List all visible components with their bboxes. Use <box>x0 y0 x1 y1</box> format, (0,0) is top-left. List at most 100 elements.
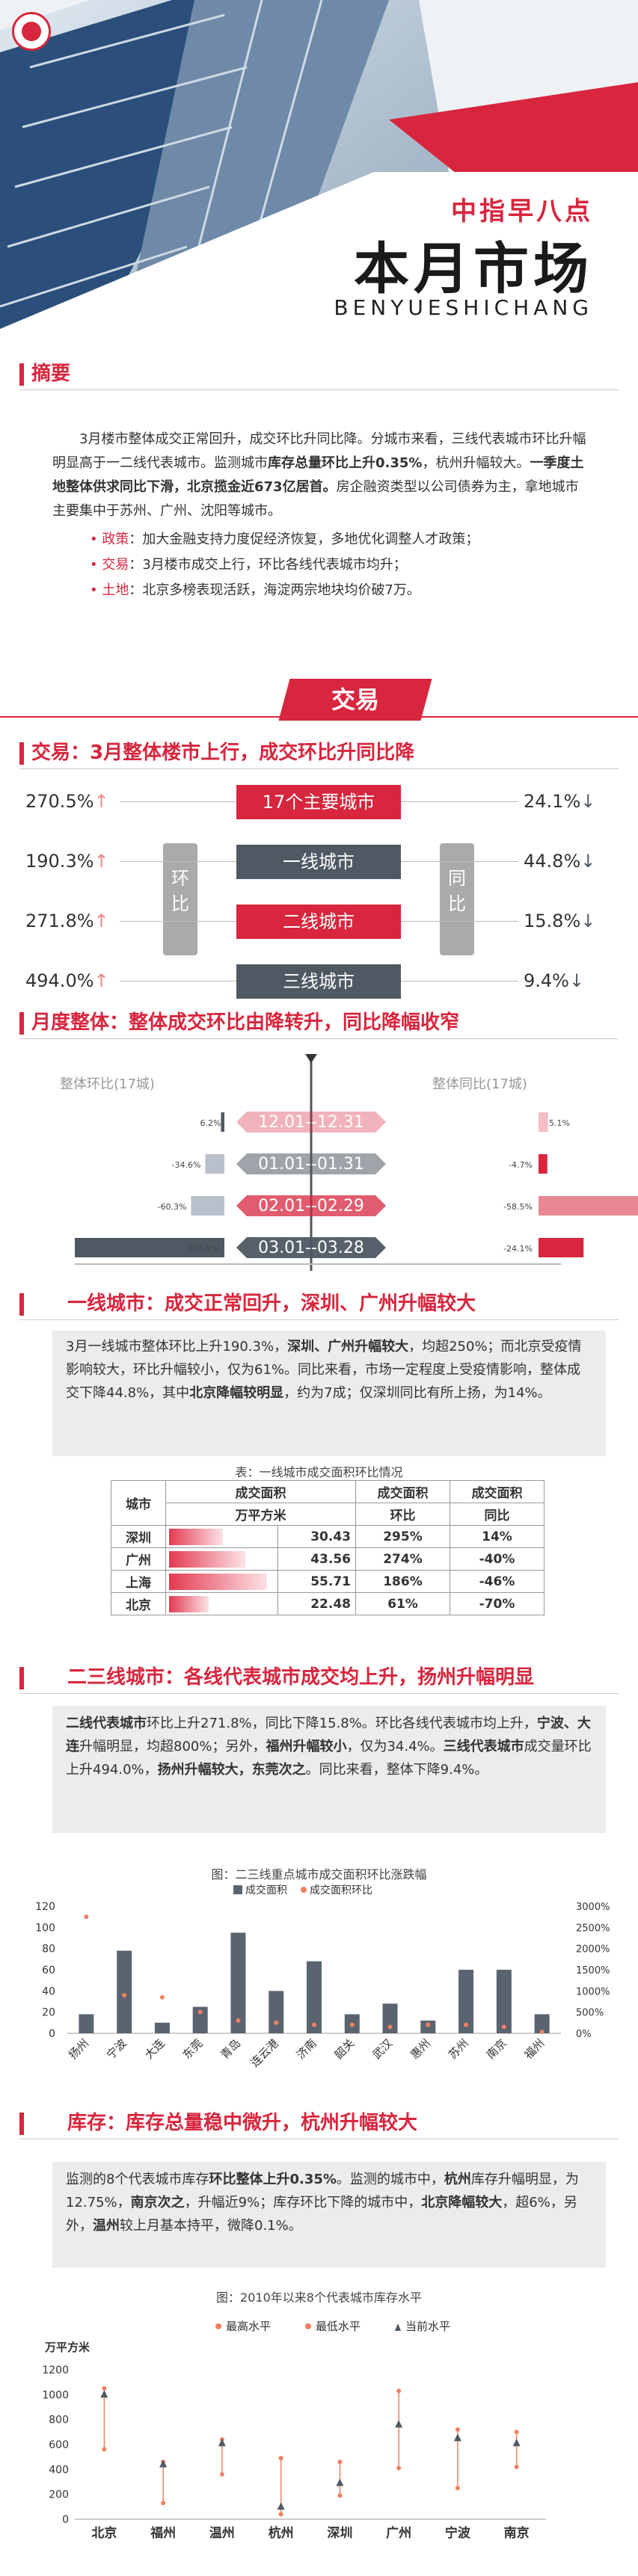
bar-12 <box>534 2014 550 2033</box>
max-point-4 <box>337 2459 343 2465</box>
cell-hb: 186% <box>355 1570 450 1593</box>
up-arrow-icon: ↑ <box>93 970 109 991</box>
up-arrow-icon: ↑ <box>93 851 109 872</box>
x-tick-7: 南京 <box>504 2525 530 2541</box>
cell-city: 北京 <box>110 1592 167 1615</box>
monthly-right-title: 整体同比(17城) <box>432 1076 527 1092</box>
tb-label: 5.1% <box>549 1118 570 1128</box>
x-tick-6: 宁波 <box>445 2525 471 2541</box>
trade-row-right: 44.8%↓ <box>524 851 596 872</box>
y-tick: 200 <box>49 2489 69 2501</box>
trade-header: 交易：3月整体楼市上行，成交环比升同比降 <box>0 736 638 769</box>
bar-1 <box>117 1950 132 2033</box>
trade-row: 270.5%↑ 17个主要城市 24.1%↓ <box>0 785 638 819</box>
inventory-title: 库存：库存总量稳中微升，杭州升幅较大 <box>67 2112 418 2134</box>
bar-6 <box>307 1961 322 2033</box>
y-right-tick: 3000% <box>576 1902 610 1913</box>
trade-row-left: 494.0%↑ <box>25 970 109 991</box>
hero-building-graphic <box>0 0 638 351</box>
x-tick-3: 东莞 <box>180 2036 206 2062</box>
tier23-bar-chart: 成交面积 成交面积环比 0 20 40 60 80 100 120 0% 500% 1000% 1500… <box>35 1884 610 2070</box>
trade-row-label: 一线城市 <box>236 845 401 879</box>
x-tick-5: 连云港 <box>248 2036 282 2070</box>
max-point-7 <box>514 2429 519 2435</box>
trade-row: 494.0%↑ 三线城市 9.4%↓ <box>0 964 638 999</box>
area-bar <box>169 1528 223 1545</box>
monthly-header: 月度整体：整体成交环比由降转升，同比降幅收窄 <box>0 1006 638 1039</box>
y-tick: 400 <box>49 2464 69 2476</box>
trade-banner-label: 交易 <box>331 685 379 714</box>
min-point-6 <box>455 2486 460 2491</box>
period-label: 02.01--02.29 <box>258 1197 364 1215</box>
y-right-tick: 2500% <box>576 1923 610 1934</box>
cur-point-4 <box>336 2478 344 2486</box>
tb-bar <box>539 1196 638 1215</box>
logo-seal <box>12 12 51 51</box>
th-area: 成交面积 <box>165 1480 356 1503</box>
baseline <box>75 1263 561 1265</box>
min-point-4 <box>337 2493 343 2498</box>
th-tb2: 同比 <box>449 1503 545 1526</box>
area-bar <box>169 1573 267 1590</box>
cell-tb: -40% <box>449 1547 545 1571</box>
period-label: 12.01--12.31 <box>258 1113 364 1132</box>
trade-row-right: 24.1%↓ <box>524 791 596 812</box>
cell-area-bar <box>165 1592 279 1615</box>
x-tick-5: 广州 <box>386 2525 411 2541</box>
y-right-tick: 1500% <box>576 1965 610 1976</box>
cell-area-bar <box>165 1570 279 1593</box>
cell-area: 55.71 <box>277 1570 356 1593</box>
x-tick-6: 济南 <box>294 2036 319 2062</box>
trade-compare-panel: 环比 同比 270.5%↑ 17个主要城市 24.1%↓ 190.3%↑ 一线城… <box>0 777 638 999</box>
legend-max-label: 最高水平 <box>226 2320 271 2333</box>
summary-bullet-policy: • 政策：加大金融支持力度促经济恢复，多地优化调整人才政策； <box>90 531 479 547</box>
table-row: 北京 22.48 61% -70% <box>110 1592 545 1615</box>
inventory-header: 库存：库存总量稳中微升，杭州升幅较大 <box>0 2107 638 2139</box>
hero-banner: 中指早八点 本月市场 BENYUESHICHANG <box>0 0 638 351</box>
cur-point-1 <box>159 2459 168 2468</box>
trade-row-right: 9.4%↓ <box>524 970 585 991</box>
monthly-diverging-chart: 6.2% 5.1% 12.01--12.31 -34.6% -4.7% 01.01--01… <box>75 1054 638 1271</box>
period-label: 01.01--01.31 <box>258 1155 364 1174</box>
hb-bar <box>75 1238 224 1257</box>
cur-point-5 <box>395 2420 403 2428</box>
cell-city: 广州 <box>110 1547 167 1571</box>
y-right-tick: 500% <box>576 2008 604 2019</box>
monthly-left-title: 整体环比(17城) <box>60 1076 155 1092</box>
trade-row-left: 270.5%↑ <box>25 791 109 812</box>
tb-bar <box>539 1112 548 1132</box>
down-arrow-icon: ↓ <box>580 910 596 931</box>
min-point-3 <box>278 2512 283 2517</box>
point-8 <box>387 2024 393 2030</box>
tier1-title: 一线城市：成交正常回升，深圳、广州升幅较大 <box>67 1292 476 1315</box>
x-tick-1: 福州 <box>150 2525 176 2541</box>
monthly-title: 月度整体：整体成交环比由降转升，同比降幅收窄 <box>31 1011 460 1034</box>
trade-title: 交易：3月整体楼市上行，成交环比升同比降 <box>31 742 415 764</box>
down-arrow-icon: ↓ <box>580 851 596 872</box>
cur-point-6 <box>453 2433 461 2441</box>
hb-label: 270.5% <box>187 1244 218 1254</box>
cell-area: 30.43 <box>277 1525 356 1548</box>
point-2 <box>159 1994 165 2000</box>
point-11 <box>501 2024 506 2030</box>
max-point-3 <box>278 2456 283 2461</box>
legend-min-swatch <box>305 2323 311 2329</box>
x-tick-1: 宁波 <box>104 2036 129 2062</box>
point-1 <box>122 1993 127 1997</box>
point-5 <box>274 2020 279 2025</box>
trade-row-left: 271.8%↑ <box>25 910 109 931</box>
tier1-text-box: 3月一线城市整体环比上升190.3%，深圳、广州升幅较大，均超250%；而北京受… <box>52 1331 606 1456</box>
y-right-tick: 2000% <box>576 1944 610 1956</box>
summary-text-b: 库存总量环比上升0.35% <box>268 455 423 471</box>
legend-point-swatch <box>301 1887 307 1893</box>
x-tick-10: 苏州 <box>446 2036 471 2062</box>
inventory-chart-caption: 图：2010年以来8个代表城市库存水平 <box>216 2290 422 2305</box>
axis-top-marker <box>305 1054 317 1063</box>
hb-label: 6.2% <box>200 1118 221 1128</box>
x-tick-3: 杭州 <box>269 2525 294 2541</box>
table-row: 广州 43.56 274% -40% <box>110 1547 545 1571</box>
tier1-table-caption: 表：一线城市成交面积环比情况 <box>235 1465 403 1479</box>
min-point-0 <box>102 2447 107 2452</box>
down-arrow-icon: ↓ <box>580 791 596 812</box>
